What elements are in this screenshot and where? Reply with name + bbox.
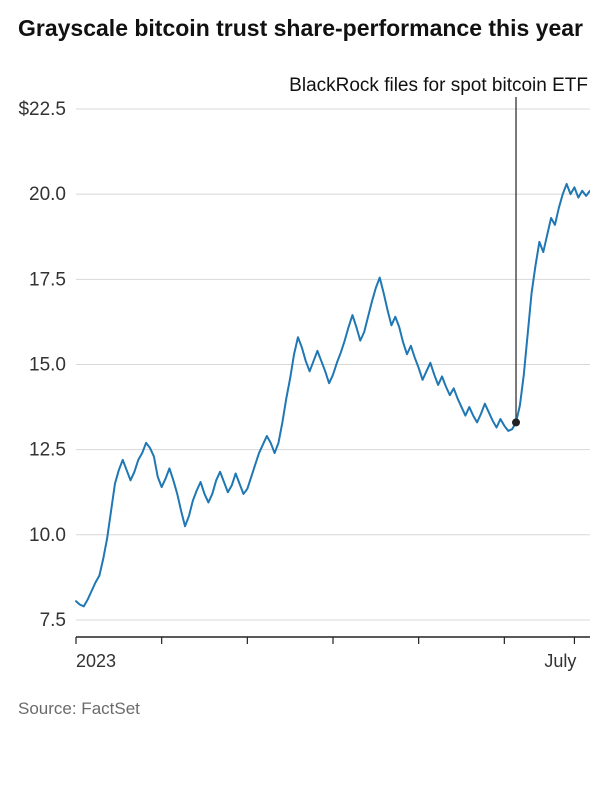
- y-axis-label: 7.5: [40, 610, 66, 631]
- y-axis-label: 15.0: [29, 354, 66, 375]
- y-axis-label: 12.5: [29, 439, 66, 460]
- chart-bg: [18, 49, 590, 689]
- y-axis-label: 20.0: [29, 184, 66, 205]
- chart-title: Grayscale bitcoin trust share-performanc…: [18, 14, 590, 43]
- y-axis-label: $22.5: [18, 99, 66, 120]
- y-axis-label: 17.5: [29, 269, 66, 290]
- chart-area: 7.5 10.0 12.5 15.0 17.5 20.0 $22.5 BlackRock fi…: [18, 49, 590, 689]
- price-chart-svg: 7.5 10.0 12.5 15.0 17.5 20.0 $22.5 BlackRock fi…: [18, 49, 590, 689]
- annotation-marker: [512, 418, 520, 426]
- x-axis-label: 2023: [76, 651, 116, 671]
- source-line: Source: FactSet: [18, 699, 590, 719]
- annotation-label: BlackRock files for spot bitcoin ETF: [289, 75, 588, 96]
- y-axis-label: 10.0: [29, 525, 66, 546]
- x-axis-label: July: [544, 651, 576, 671]
